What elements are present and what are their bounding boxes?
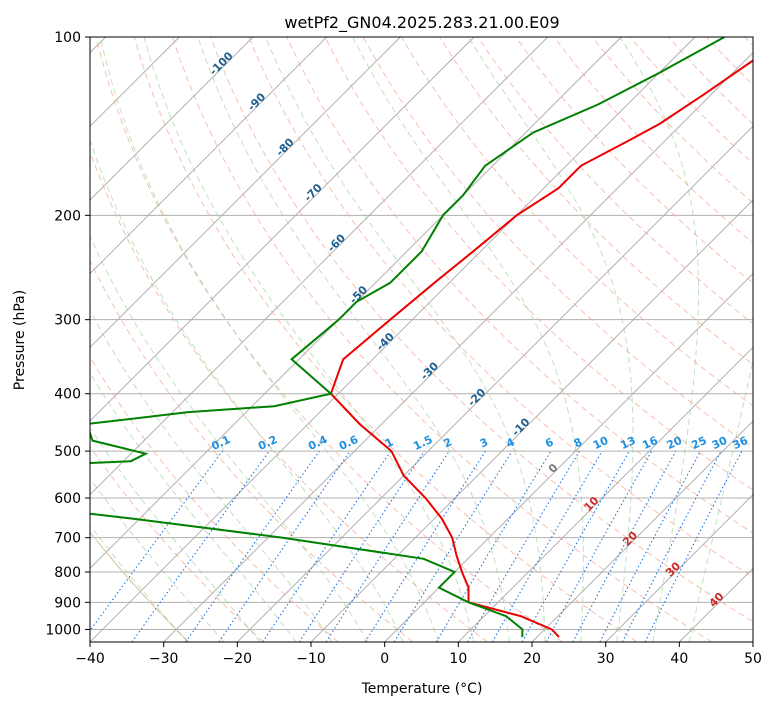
mixing-ratio-line <box>644 450 743 642</box>
moist-adiabat-line <box>99 37 439 642</box>
mixing-ratio-label: 36 <box>731 434 751 452</box>
mixing-ratio-line <box>572 450 677 642</box>
isotherm-line <box>90 37 254 201</box>
isotherm-line <box>163 52 753 642</box>
mixing-ratio-line <box>90 450 223 632</box>
mixing-ratio-line <box>298 450 425 642</box>
moist-adiabat-line <box>265 37 546 642</box>
isotherm-line <box>90 37 622 569</box>
dry-adiabat-lines <box>90 37 753 642</box>
isotherm-line <box>531 420 753 642</box>
dry-adiabat-line <box>90 356 339 642</box>
isotherm-line <box>752 641 753 642</box>
isotherm-line <box>90 37 475 422</box>
plot-frame <box>89 36 754 643</box>
x-tick-label: −40 <box>75 651 105 667</box>
dry-adiabat-line <box>248 37 753 578</box>
isotherm-line <box>90 37 696 642</box>
mixing-ratio-label: 30 <box>710 434 730 452</box>
dry-adiabat-line <box>210 37 753 623</box>
mixing-ratio-line <box>521 450 630 642</box>
moist-adiabat-line <box>90 138 404 642</box>
mixing-ratio-label: 25 <box>689 434 708 452</box>
isobar-gridlines <box>90 37 753 630</box>
mixing-ratio-label: 13 <box>618 434 637 452</box>
mixing-ratio-line <box>325 450 450 642</box>
isotherm-line <box>237 125 753 642</box>
dry-adiabat-line <box>286 37 753 534</box>
mixing-ratio-label: 10 <box>591 434 611 452</box>
dry-adiabat-line <box>133 37 638 642</box>
mixing-ratio-line <box>545 450 653 642</box>
isotherm-line <box>90 37 327 275</box>
moist-adiabat-line <box>90 524 188 642</box>
chart-title: wetPf2_GN04.2025.283.21.00.E09 <box>284 13 559 33</box>
isotherm-line <box>90 37 548 496</box>
y-tick-label: 100 <box>54 30 81 46</box>
dry-adiabat-line <box>90 259 414 642</box>
mixing-ratio-line <box>393 450 513 642</box>
isotherm-line <box>90 37 401 348</box>
plot-background <box>90 37 753 642</box>
dry-adiabat-line <box>515 37 753 284</box>
moist-adiabat-line <box>90 235 369 642</box>
isotherm-line <box>605 494 753 642</box>
moist-adiabat-line <box>90 309 333 642</box>
y-tick-label: 500 <box>54 444 81 460</box>
moist-adiabat-line <box>619 37 699 642</box>
mixing-ratio-line <box>262 450 392 642</box>
sounding-profiles <box>90 37 753 638</box>
x-tick-label: 30 <box>597 651 615 667</box>
dry-adiabat-line <box>324 37 753 491</box>
y-axis-label: Pressure (hPa) <box>12 290 28 390</box>
isotherm-lines <box>90 37 753 642</box>
mixing-ratio-lines <box>90 450 743 642</box>
mixing-ratio-line <box>185 450 320 642</box>
y-tick-label: 900 <box>54 595 81 611</box>
moist-adiabat-lines <box>90 37 753 642</box>
y-tick-label: 600 <box>54 491 81 507</box>
isotherm-line <box>384 273 753 642</box>
moist-adiabat-line <box>688 358 753 642</box>
x-tick-label: 0 <box>380 651 389 667</box>
x-tick-label: −10 <box>296 651 326 667</box>
y-tick-label: 700 <box>54 531 81 547</box>
mixing-ratio-label: 16 <box>640 434 660 452</box>
dry-adiabat-line <box>95 37 563 642</box>
dewpoint-profile-line <box>90 37 725 638</box>
y-tick-label: 300 <box>54 313 81 329</box>
y-axis-ticks: 100 200 300 400 500 600 700 800 900 1000 <box>45 30 90 638</box>
y-tick-label: 800 <box>54 565 81 581</box>
moist-adiabat-line <box>90 427 261 642</box>
x-tick-label: −20 <box>223 651 253 667</box>
dry-adiabat-line <box>171 37 712 642</box>
moist-adiabat-line <box>90 371 297 642</box>
x-tick-label: 40 <box>670 651 688 667</box>
x-axis-ticks: −40 −30 −20 −10 0 10 20 30 40 50 <box>75 642 762 667</box>
mixing-ratio-line <box>131 450 270 642</box>
x-tick-label: 50 <box>744 651 762 667</box>
x-tick-label: 20 <box>523 651 541 667</box>
temperature-profile-line <box>329 59 753 638</box>
y-tick-label: 200 <box>54 208 81 224</box>
isotherm-line <box>458 346 753 642</box>
x-tick-label: −30 <box>149 651 179 667</box>
moist-adiabat-line <box>90 477 225 642</box>
moist-adiabat-line <box>197 37 510 642</box>
background-curve-line <box>90 531 190 642</box>
dry-adiabat-line <box>90 445 264 642</box>
moist-adiabat-line <box>352 37 584 642</box>
x-axis-label: Temperature (°C) <box>361 681 483 697</box>
y-tick-label: 1000 <box>45 622 81 638</box>
y-tick-label: 400 <box>54 387 81 403</box>
mixing-ratio-label: 20 <box>665 434 685 452</box>
x-tick-label: 10 <box>449 651 467 667</box>
mixing-ratio-line <box>218 450 351 642</box>
